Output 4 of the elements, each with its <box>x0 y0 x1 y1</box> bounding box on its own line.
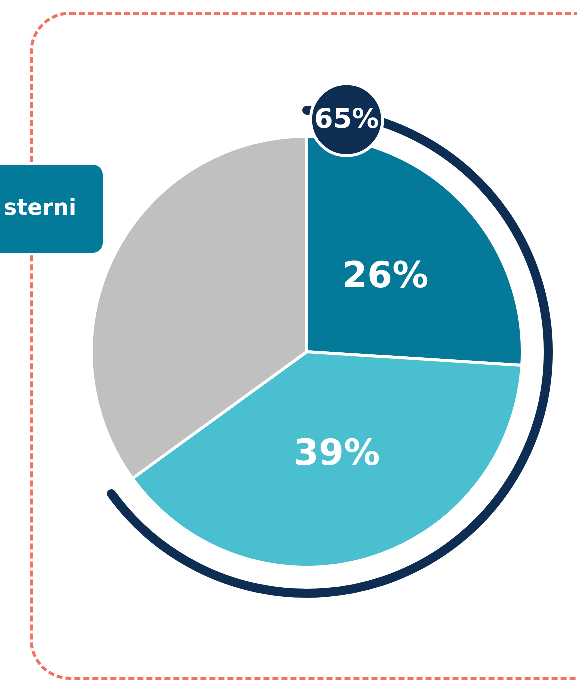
data-label: 26% <box>342 256 429 297</box>
text: sterni <box>0 165 103 253</box>
data-label: 39% <box>294 432 380 474</box>
text: 65% <box>314 104 380 135</box>
